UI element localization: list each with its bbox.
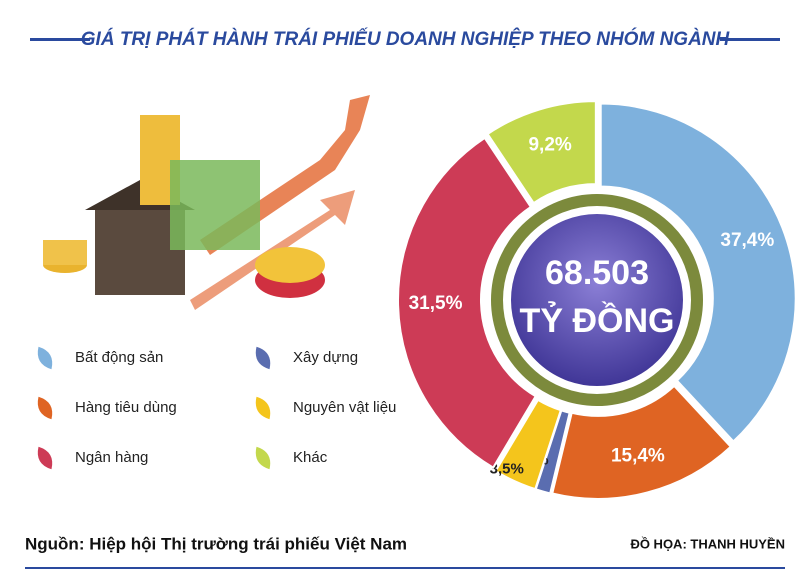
legend-swatch — [37, 396, 53, 420]
value-label: 9,2% — [528, 134, 571, 155]
legend-swatch — [255, 396, 271, 420]
legend-swatch — [37, 346, 53, 370]
legend-swatch — [255, 346, 271, 370]
legend-label: Hàng tiêu dùng — [75, 399, 177, 416]
value-label: 31,5% — [409, 293, 463, 314]
slice — [486, 100, 597, 205]
center-text: 68.503 — [545, 254, 649, 292]
legend-label: Nguyên vật liệu — [293, 399, 396, 416]
slice — [494, 398, 563, 491]
chart-title: GIÁ TRỊ PHÁT HÀNH TRÁI PHIẾU DOANH NGHIỆ… — [81, 28, 731, 50]
center-text: TỶ ĐỒNG — [520, 302, 675, 340]
credit: ĐỒ HỌA: THANH HUYỀN — [630, 536, 785, 551]
slice — [599, 102, 797, 443]
title-rule — [720, 38, 780, 41]
illustration — [43, 95, 370, 310]
legend-label: Khác — [293, 449, 328, 466]
legend-label: Xây dựng — [293, 349, 358, 366]
value-label: 15,4% — [611, 445, 665, 466]
center-disc — [507, 210, 687, 390]
legend-swatch — [37, 446, 53, 470]
inner-ring — [491, 194, 703, 406]
legend-label: Bất động sản — [75, 349, 163, 366]
title-rule — [30, 38, 90, 41]
value-label: 3,5% — [490, 460, 524, 477]
slice — [397, 136, 538, 469]
value-label: 37,4% — [720, 230, 774, 251]
legend-label: Ngân hàng — [75, 449, 148, 466]
legend-swatch — [255, 446, 271, 470]
slice — [551, 384, 733, 500]
source: Nguồn: Hiệp hội Thị trường trái phiếu Vi… — [25, 534, 407, 553]
